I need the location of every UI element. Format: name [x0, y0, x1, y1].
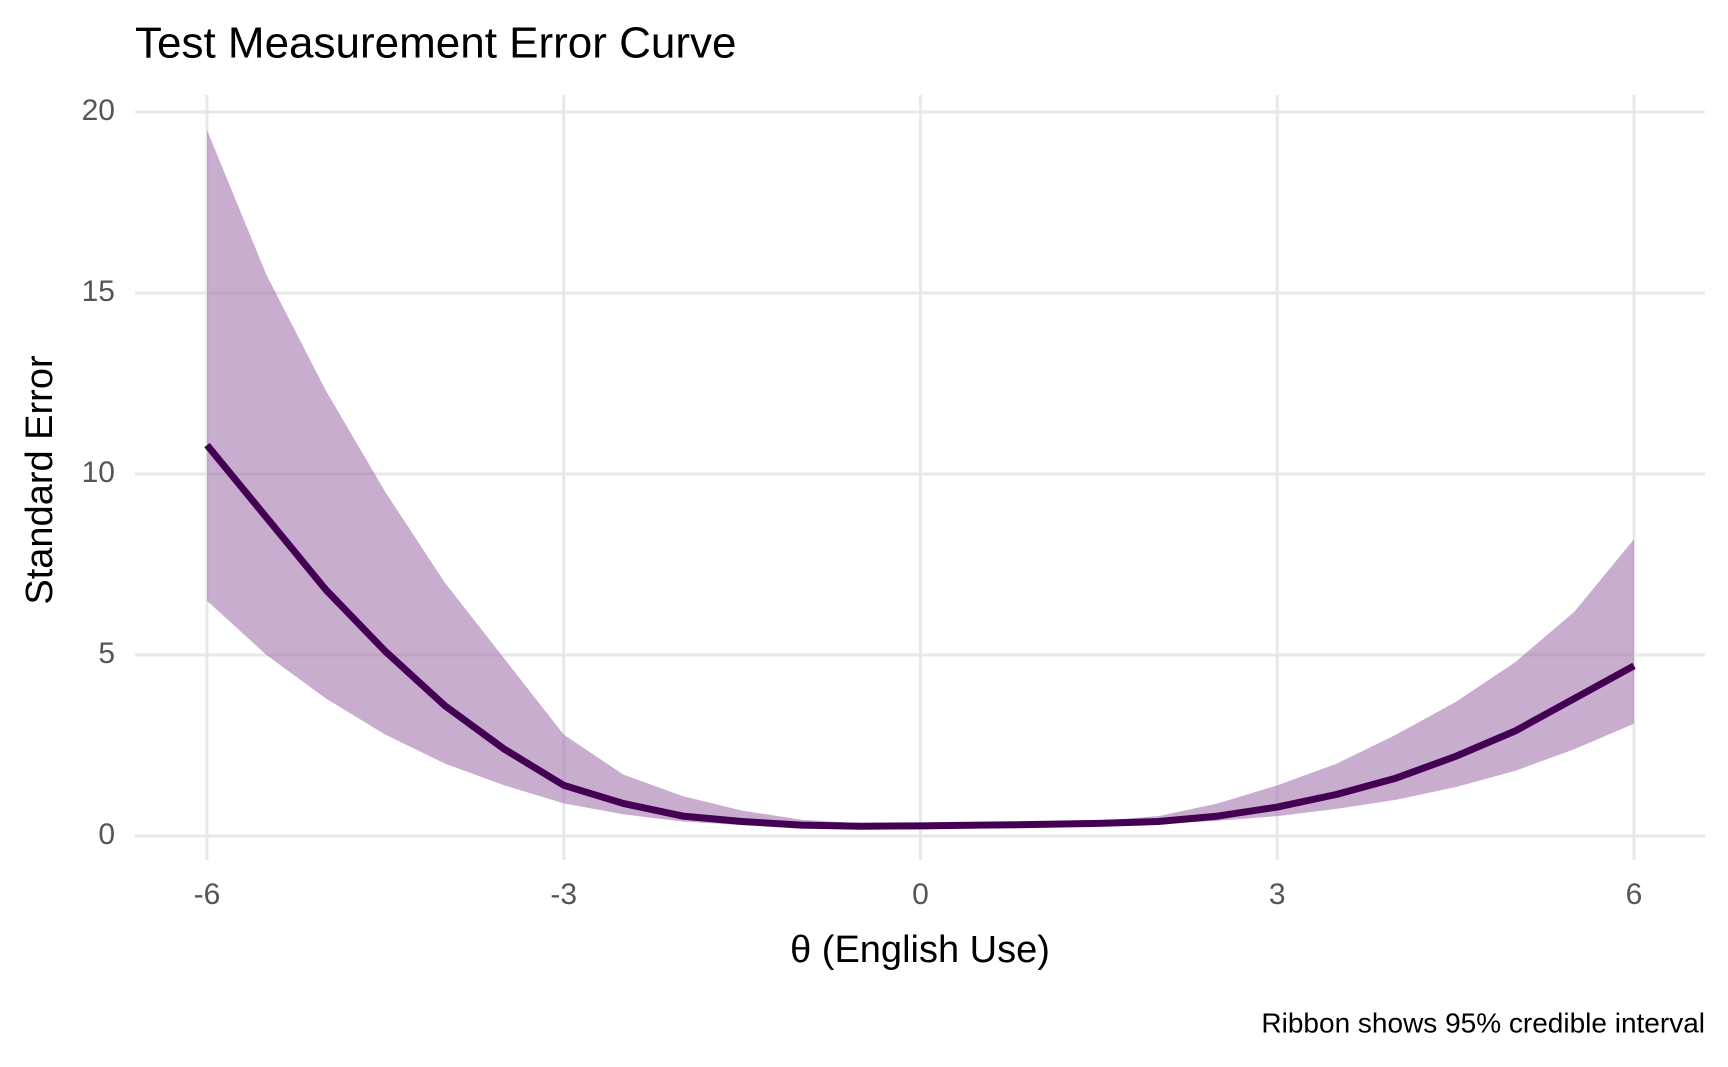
- y-tick-label: 5: [98, 637, 115, 670]
- x-tick-label: 0: [912, 878, 929, 911]
- y-tick-label: 20: [82, 94, 115, 127]
- caption: Ribbon shows 95% credible interval: [1261, 1007, 1705, 1038]
- chart-title: Test Measurement Error Curve: [135, 19, 737, 68]
- y-tick-label: 0: [98, 818, 115, 851]
- x-tick-label: 3: [1269, 878, 1286, 911]
- y-axis-title: Standard Error: [19, 355, 61, 605]
- error-line: [204, 442, 1636, 830]
- x-axis-title: θ (English Use): [790, 929, 1050, 971]
- y-tick-label: 10: [82, 456, 115, 489]
- x-tick-label: 6: [1626, 878, 1643, 911]
- x-tick-label: -6: [194, 878, 221, 911]
- credible-ribbon: [207, 130, 1634, 829]
- y-tick-label: 15: [82, 275, 115, 308]
- x-tick-label: -3: [550, 878, 577, 911]
